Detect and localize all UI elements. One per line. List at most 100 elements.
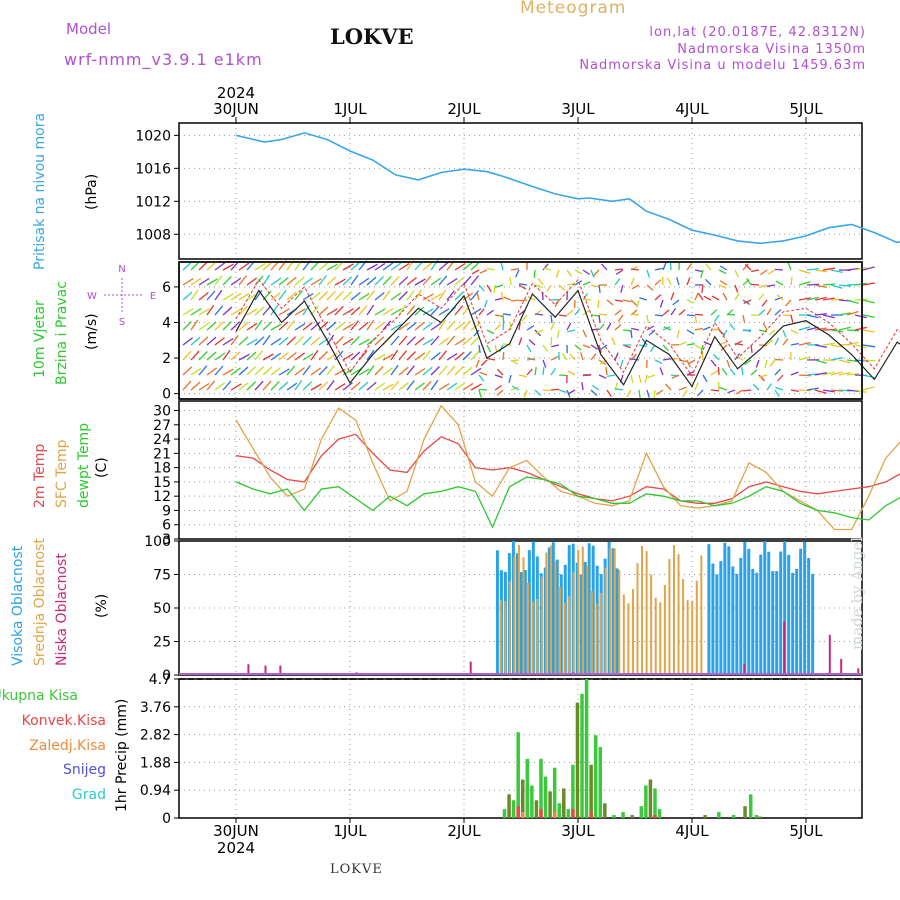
wind-barb bbox=[398, 350, 408, 361]
wind-barb bbox=[382, 383, 394, 391]
wind-barb bbox=[697, 293, 704, 301]
wind-ytick-label: 2 bbox=[162, 351, 171, 367]
wind-barb bbox=[198, 277, 210, 286]
wind-barb bbox=[862, 282, 875, 286]
wind-barb bbox=[854, 298, 868, 301]
wind-barb bbox=[438, 365, 448, 376]
wind-barb bbox=[646, 325, 655, 331]
mid-cloud-bar bbox=[595, 603, 598, 675]
clouds-ytick-label: 25 bbox=[153, 635, 171, 651]
wind-barb bbox=[774, 389, 780, 398]
wind-barb bbox=[206, 380, 216, 391]
precip-bar-0 bbox=[580, 693, 584, 818]
wind-barb bbox=[182, 261, 193, 271]
wind-barb bbox=[654, 314, 664, 317]
top-date-label: 1JUL bbox=[333, 100, 367, 118]
wind-barb bbox=[550, 336, 553, 346]
wind-barb bbox=[382, 262, 394, 271]
wind-barb bbox=[526, 344, 532, 353]
wind-barb bbox=[700, 344, 704, 353]
precip-bar-2 bbox=[521, 812, 525, 818]
wind-barb bbox=[182, 308, 194, 316]
mid-cloud-bar bbox=[695, 580, 698, 675]
wind-barb bbox=[374, 336, 385, 346]
wind-barb bbox=[590, 353, 597, 361]
wind-barb bbox=[854, 266, 867, 271]
bottom-year-label: 2024 bbox=[217, 839, 255, 857]
wind-barb bbox=[406, 277, 417, 286]
precip-bar-1 bbox=[653, 815, 657, 818]
wind-barb bbox=[206, 304, 215, 316]
precip-bar-0 bbox=[575, 702, 580, 818]
wind-barb bbox=[198, 350, 208, 361]
precip-bar-0 bbox=[612, 815, 616, 818]
wind-barb bbox=[830, 389, 843, 392]
wind-barb bbox=[701, 284, 704, 293]
wind-barb bbox=[526, 325, 535, 331]
clouds-ytick-label: 50 bbox=[153, 601, 171, 617]
wind-barb bbox=[590, 314, 599, 317]
wind-barb bbox=[814, 389, 827, 394]
wind-barb bbox=[743, 389, 752, 392]
wind-barb bbox=[198, 365, 208, 376]
wind-barb bbox=[752, 383, 760, 391]
bottom-date-label: 2JUL bbox=[447, 822, 481, 840]
wind-barb bbox=[734, 269, 739, 278]
mid-cloud-bar bbox=[641, 546, 644, 675]
wind-barb bbox=[366, 381, 377, 391]
wind-barb bbox=[523, 389, 528, 398]
wind-barb bbox=[535, 313, 544, 316]
compass-east: E bbox=[150, 291, 156, 302]
wind-barb bbox=[494, 297, 503, 301]
wind-barb bbox=[479, 371, 488, 376]
precip-bar-0 bbox=[598, 747, 603, 818]
wind-barb bbox=[214, 352, 226, 361]
wind-barb bbox=[238, 305, 248, 316]
wind-barb bbox=[694, 313, 704, 316]
wind-barb bbox=[438, 289, 447, 301]
wind-unit: (m/s) bbox=[84, 313, 100, 350]
wind-barb bbox=[630, 329, 633, 339]
wind-barb bbox=[342, 276, 353, 286]
wind-barb bbox=[822, 342, 835, 346]
top-date-label: 5JUL bbox=[789, 100, 823, 118]
wind-barb bbox=[665, 383, 672, 391]
wind-barb bbox=[222, 338, 234, 346]
wind-barb bbox=[614, 278, 621, 286]
wind-barb bbox=[822, 389, 835, 393]
wind-barb bbox=[542, 344, 549, 352]
temperature-ytick-label: 24 bbox=[153, 432, 171, 448]
wind-barb bbox=[286, 336, 297, 346]
wind-barb bbox=[366, 319, 375, 331]
top-year-label: 2024 bbox=[217, 84, 255, 102]
wind-barb bbox=[238, 262, 250, 271]
wind-barb bbox=[600, 344, 608, 351]
wind-barb bbox=[270, 380, 280, 391]
wind-barb bbox=[278, 289, 287, 301]
wind-barb bbox=[366, 290, 376, 301]
mid-cloud-bar bbox=[682, 579, 685, 675]
wind-barb bbox=[636, 299, 640, 308]
wind-barb bbox=[270, 304, 279, 316]
wind-barb bbox=[729, 368, 736, 376]
wind-barb bbox=[518, 321, 521, 331]
wind-barb bbox=[438, 350, 448, 361]
wind-barb bbox=[484, 299, 488, 308]
wind-barb bbox=[374, 382, 386, 391]
high-cloud-bar bbox=[759, 554, 763, 675]
wind-barb bbox=[222, 276, 232, 286]
high-cloud-bar bbox=[811, 573, 815, 675]
wind-barb bbox=[390, 262, 402, 271]
low-cloud-bar bbox=[279, 665, 282, 675]
temperature-ytick-label: 6 bbox=[162, 518, 171, 534]
wind-barb bbox=[454, 291, 465, 301]
wind-barb bbox=[350, 368, 362, 376]
wind-barb bbox=[814, 344, 827, 348]
wind-barb bbox=[494, 323, 502, 331]
wind-barb bbox=[454, 263, 466, 271]
wind-barb bbox=[318, 306, 329, 316]
wind-barb bbox=[574, 280, 583, 286]
high-cloud-bar bbox=[795, 568, 799, 675]
wind-barb bbox=[798, 356, 811, 361]
temp-unit: (C) bbox=[94, 457, 110, 478]
